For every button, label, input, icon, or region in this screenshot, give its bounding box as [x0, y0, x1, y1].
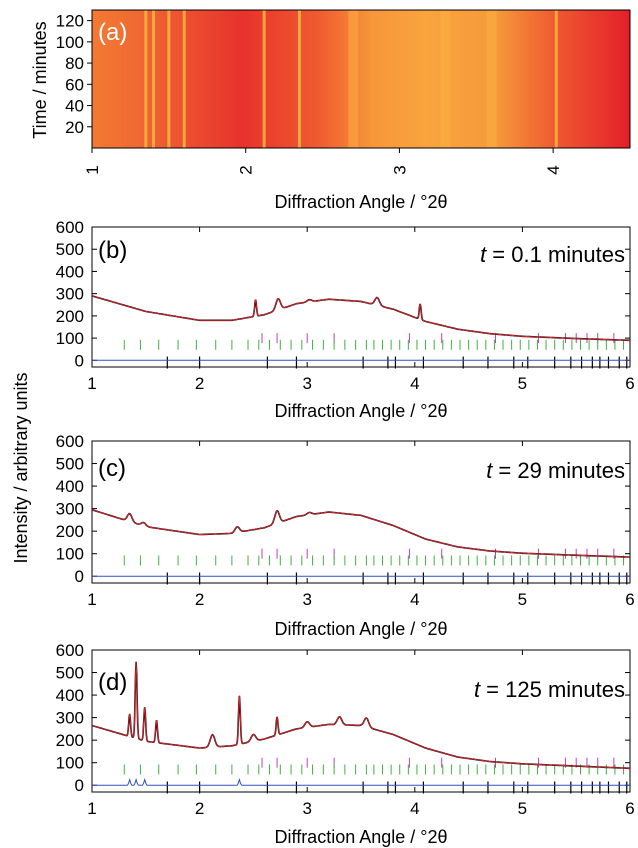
x-axis-label: Diffraction Angle / °2θ: [275, 192, 448, 212]
plot-frame: [91, 440, 631, 584]
y-tick-label: 600: [56, 432, 84, 451]
heatmap-band: [554, 10, 558, 148]
y-axis-label: Time / minutes: [30, 21, 50, 138]
y-tick-label: 100: [56, 329, 84, 348]
x-tick-label: 6: [625, 799, 634, 818]
calculated-line: [91, 509, 630, 558]
panel-label: (d): [98, 669, 127, 696]
y-tick-label: 200: [56, 731, 84, 750]
x-tick-label: 1: [87, 374, 96, 393]
y-tick-label: 300: [56, 709, 84, 728]
calculated-line: [91, 661, 630, 769]
time-variable: t: [486, 458, 493, 483]
x-tick-label: 6: [625, 590, 634, 609]
y-tick-label: 300: [56, 500, 84, 519]
x-tick-label: 2: [195, 374, 204, 393]
calculated-line: [91, 295, 630, 341]
x-axis-label: Diffraction Angle / °2θ: [275, 827, 448, 847]
y-tick-label: 200: [56, 522, 84, 541]
x-axis-label: Diffraction Angle / °2θ: [275, 619, 448, 639]
panel-a-heatmap: (a) 20 40 60 80 100 120 1 2 3 4 Time / minutes D…: [30, 9, 631, 212]
x-tick-label: 3: [302, 590, 311, 609]
x-tick-label: 1: [87, 590, 96, 609]
y-tick-label: 20: [65, 118, 84, 137]
heatmap-band: [144, 10, 148, 148]
x-tick-label: 2: [195, 799, 204, 818]
y-tick-label: 500: [56, 664, 84, 683]
heatmap-band: [348, 10, 359, 148]
heatmap-plot-area: [92, 10, 630, 148]
y-tick-label: 40: [65, 97, 84, 116]
y-tick-label: 500: [56, 455, 84, 474]
x-tick-label: 4: [410, 590, 419, 609]
x-tick-label: 1: [83, 165, 102, 174]
x-tick-label: 6: [625, 374, 634, 393]
x-tick-label: 5: [518, 374, 527, 393]
x-tick-label: 1: [87, 799, 96, 818]
panel-label: (c): [98, 455, 126, 482]
x-tick-label: 3: [302, 374, 311, 393]
time-value: = 0.1 minutes: [486, 242, 625, 267]
heatmap-band: [440, 10, 451, 148]
heatmap-band: [486, 10, 497, 148]
x-tick-label: 4: [410, 374, 419, 393]
heatmap-band: [298, 10, 302, 148]
x-tick-label: 2: [195, 590, 204, 609]
panel-c-pattern: (c) t = 29 minutes Diffraction Angle / °…: [56, 432, 635, 639]
heatmap-bands: [144, 10, 558, 148]
y-tick-label: 500: [56, 240, 84, 259]
heatmap-band: [167, 10, 171, 148]
panel-label: (b): [98, 237, 127, 264]
y-tick-label: 0: [75, 351, 84, 370]
heatmap-band: [262, 10, 266, 148]
heatmap-band: [151, 10, 155, 148]
x-tick-label: 2: [237, 165, 256, 174]
y-tick-label: 400: [56, 686, 84, 705]
x-tick-label: 3: [390, 165, 409, 174]
shared-y-axis-label: Intensity / arbitrary units: [11, 372, 31, 563]
y-tick-label: 120: [56, 12, 84, 31]
y-tick-label: 100: [56, 33, 84, 52]
x-tick-label: 5: [518, 590, 527, 609]
y-tick-label: 600: [56, 641, 84, 660]
x-tick-label: 5: [518, 799, 527, 818]
y-ticks: 20 40 60 80 100 120: [56, 12, 92, 137]
y-tick-label: 60: [65, 75, 84, 94]
heatmap-band: [182, 10, 186, 148]
observed-line: [91, 295, 630, 342]
plot-frame: [91, 649, 631, 793]
y-tick-label: 600: [56, 218, 84, 237]
panel-d-pattern: (d) t = 125 minutes Diffraction Angle / …: [56, 641, 635, 847]
x-tick-label: 3: [302, 799, 311, 818]
observed-line: [91, 508, 630, 558]
y-tick-label: 100: [56, 545, 84, 564]
time-annotation: t = 0.1 minutes: [480, 242, 625, 267]
time-annotation: t = 29 minutes: [486, 458, 625, 483]
x-axis-label: Diffraction Angle / °2θ: [275, 401, 448, 421]
time-variable: t: [480, 242, 487, 267]
time-value: = 29 minutes: [492, 458, 625, 483]
x-tick-label: 4: [410, 799, 419, 818]
y-tick-label: 400: [56, 262, 84, 281]
time-annotation: t = 125 minutes: [474, 677, 625, 702]
y-tick-label: 0: [75, 776, 84, 795]
difference-line: [92, 777, 630, 786]
y-tick-label: 80: [65, 54, 84, 73]
y-tick-label: 100: [56, 754, 84, 773]
y-tick-label: 200: [56, 307, 84, 326]
plot-frame: [91, 226, 631, 368]
heatmap-frame: [91, 9, 631, 149]
x-tick-label: 4: [544, 165, 563, 174]
y-tick-label: 300: [56, 285, 84, 304]
y-tick-label: 400: [56, 477, 84, 496]
x-ticks: 1 2 3 4: [83, 148, 563, 175]
time-value: = 125 minutes: [480, 677, 625, 702]
y-tick-label: 0: [75, 567, 84, 586]
panel-label: (a): [98, 19, 127, 46]
panel-b-pattern: (b) t = 0.1 minutes Diffraction Angle / …: [56, 218, 635, 421]
time-variable: t: [474, 677, 481, 702]
